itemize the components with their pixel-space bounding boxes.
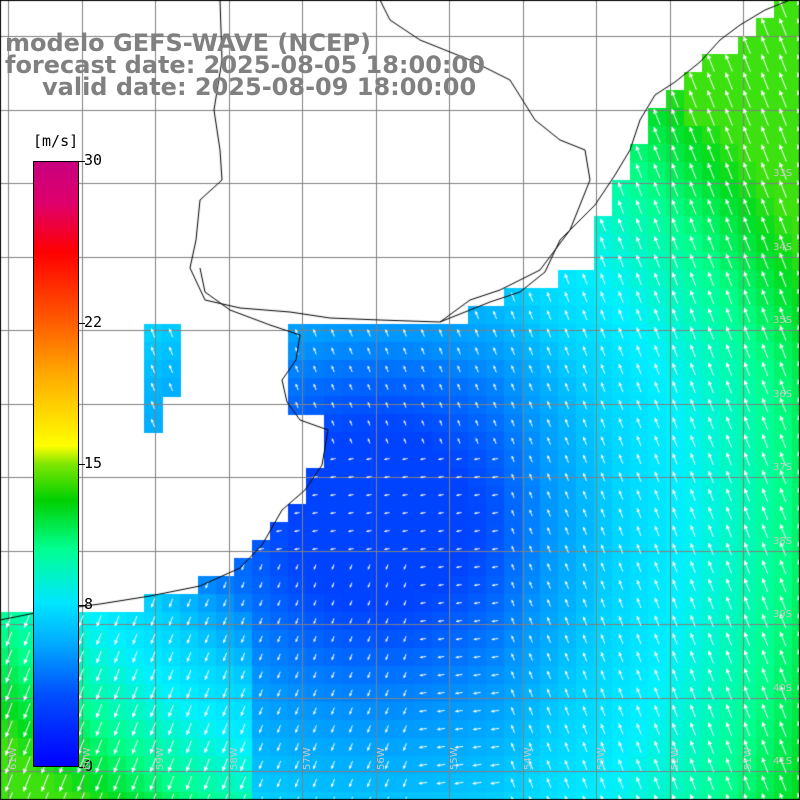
latitude-label: 41S: [773, 756, 793, 767]
latitude-label: 37S: [773, 462, 793, 473]
latitude-label: 33S: [773, 168, 793, 179]
longitude-label: 56W: [375, 747, 387, 770]
latitude-label: 36S: [773, 388, 793, 400]
model-title: modelo GEFS-WAVE (NCEP): [5, 29, 371, 57]
colorbar: [33, 161, 79, 767]
colorbar-unit: [m/s]: [33, 132, 79, 150]
longitude-label: 55W: [449, 747, 460, 770]
colorbar-tick-mark: [79, 767, 85, 768]
colorbar-tick-label: 8: [84, 595, 94, 614]
longitude-label: 58W: [228, 747, 240, 770]
colorbar-tick-mark: [79, 464, 85, 465]
colorbar-tick-mark: [79, 605, 85, 607]
longitude-label: 53W: [596, 747, 607, 770]
longitude-label: 57W: [302, 747, 313, 770]
longitude-label: 61W: [8, 747, 19, 770]
colorbar-tick-label: 30: [84, 151, 103, 169]
latitude-label: 40S: [773, 682, 793, 694]
longitude-label: 59W: [155, 747, 166, 770]
longitude-label: 60W: [81, 747, 93, 770]
colorbar-tick-label: 15: [84, 454, 103, 472]
latitude-label: 34S: [773, 241, 793, 253]
colorbar-tick-mark: [79, 322, 85, 324]
longitude-label: 52W: [669, 747, 681, 770]
colorbar-tick-label: 22: [84, 312, 103, 331]
forecast-date: forecast date: 2025-08-05 18:00:00: [5, 51, 485, 79]
longitude-label: 51W: [743, 747, 754, 770]
latitude-label: 39S: [773, 609, 793, 620]
latitude-label: 38S: [773, 535, 793, 547]
colorbar-tick-mark: [79, 161, 85, 162]
valid-date: valid date: 2025-08-09 18:00:00: [42, 73, 477, 101]
latitude-label: 35S: [773, 315, 793, 326]
longitude-label: 54W: [522, 747, 534, 770]
colorbar-tick-label: 0: [84, 757, 94, 775]
